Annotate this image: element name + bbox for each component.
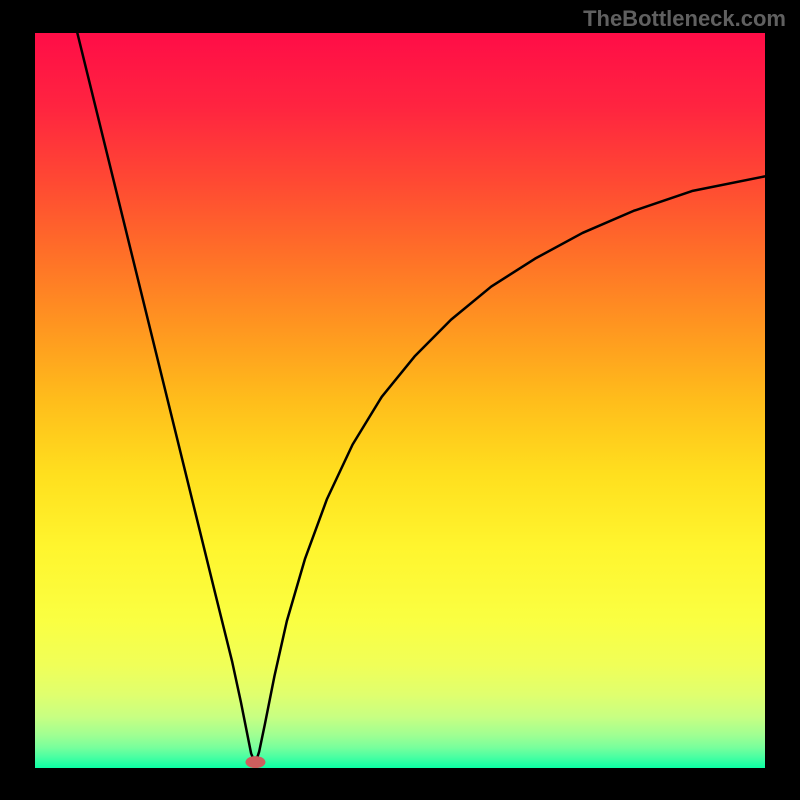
plot-area [35,33,765,768]
chart-container: TheBottleneck.com [0,0,800,800]
plot-background [35,33,765,768]
optimal-marker [245,756,265,768]
watermark-text: TheBottleneck.com [583,6,786,32]
